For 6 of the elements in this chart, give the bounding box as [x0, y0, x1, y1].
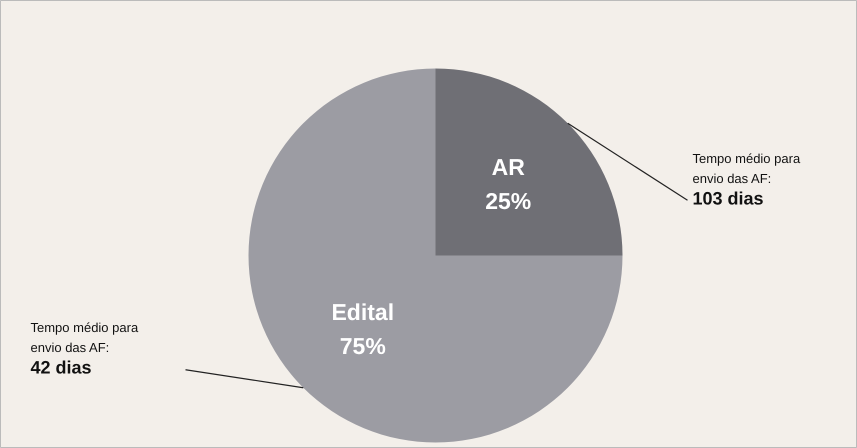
data-label: 75% [340, 333, 386, 360]
data-label: 25% [485, 188, 532, 214]
slice-label: AR [492, 154, 526, 180]
text: Tempo médio para envio das AF: 42 dias [30, 320, 139, 378]
slice-label: Edital [331, 299, 394, 326]
text: Tempo médio para envio das AF: 103 dias [692, 150, 801, 208]
